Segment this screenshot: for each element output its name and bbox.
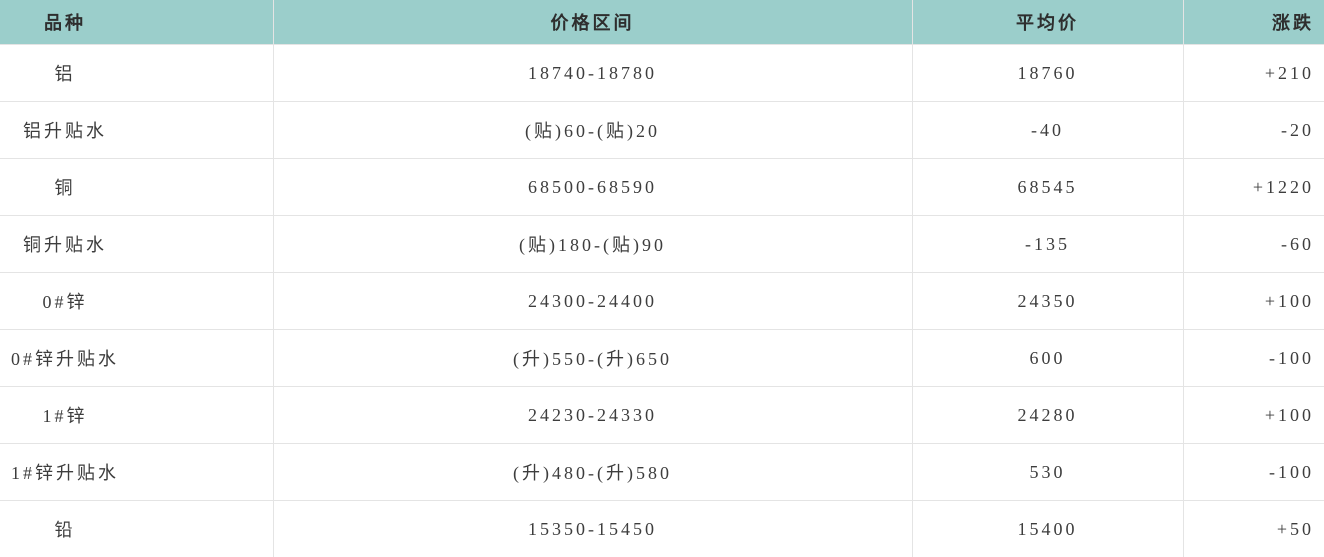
change-cell: -100: [1183, 330, 1324, 387]
change-cell: +100: [1183, 387, 1324, 444]
variety-label: 1#锌: [0, 402, 130, 428]
average-price-cell: -135: [912, 216, 1183, 273]
variety-label: 0#锌: [0, 288, 130, 314]
variety-cell: 铝升贴水: [0, 102, 273, 159]
change-cell: -60: [1183, 216, 1324, 273]
price-range-cell: 24300-24400: [273, 273, 912, 330]
table-row: 铅 15350-15450 15400 +50: [0, 501, 1324, 557]
column-header-average-price: 平均价: [912, 0, 1183, 45]
average-price-cell: 15400: [912, 501, 1183, 557]
price-range-cell: 24230-24330: [273, 387, 912, 444]
column-header-price-range: 价格区间: [273, 0, 912, 45]
price-range-cell: 68500-68590: [273, 159, 912, 216]
variety-label: 铝: [0, 60, 130, 86]
variety-cell: 铝: [0, 45, 273, 102]
change-cell: -100: [1183, 444, 1324, 501]
average-price-cell: 24350: [912, 273, 1183, 330]
table-row: 铜升贴水 (贴)180-(贴)90 -135 -60: [0, 216, 1324, 273]
variety-cell: 1#锌: [0, 387, 273, 444]
variety-cell: 铜: [0, 159, 273, 216]
variety-label: 铜升贴水: [0, 231, 130, 257]
column-header-variety: 品种: [0, 0, 273, 45]
average-price-cell: 600: [912, 330, 1183, 387]
column-header-variety-label: 品种: [0, 9, 130, 35]
average-price-cell: -40: [912, 102, 1183, 159]
price-range-cell: 18740-18780: [273, 45, 912, 102]
header-row: 品种 价格区间 平均价 涨跌: [0, 0, 1324, 45]
change-cell: +100: [1183, 273, 1324, 330]
table-row: 1#锌升贴水 (升)480-(升)580 530 -100: [0, 444, 1324, 501]
table-row: 铝 18740-18780 18760 +210: [0, 45, 1324, 102]
average-price-cell: 530: [912, 444, 1183, 501]
variety-label: 铜: [0, 174, 130, 200]
variety-label: 铅: [0, 516, 130, 542]
price-range-cell: (贴)60-(贴)20: [273, 102, 912, 159]
variety-label: 0#锌升贴水: [0, 345, 130, 371]
change-cell: -20: [1183, 102, 1324, 159]
price-range-cell: (贴)180-(贴)90: [273, 216, 912, 273]
price-range-cell: (升)550-(升)650: [273, 330, 912, 387]
table-row: 1#锌 24230-24330 24280 +100: [0, 387, 1324, 444]
change-cell: +1220: [1183, 159, 1324, 216]
variety-cell: 铜升贴水: [0, 216, 273, 273]
change-cell: +210: [1183, 45, 1324, 102]
price-range-cell: (升)480-(升)580: [273, 444, 912, 501]
average-price-cell: 68545: [912, 159, 1183, 216]
average-price-cell: 18760: [912, 45, 1183, 102]
variety-cell: 铅: [0, 501, 273, 557]
variety-label: 铝升贴水: [0, 117, 130, 143]
table-row: 铜 68500-68590 68545 +1220: [0, 159, 1324, 216]
table-body: 铝 18740-18780 18760 +210 铝升贴水 (贴)60-(贴)2…: [0, 45, 1324, 557]
variety-label: 1#锌升贴水: [0, 459, 130, 485]
change-cell: +50: [1183, 501, 1324, 557]
table-row: 铝升贴水 (贴)60-(贴)20 -40 -20: [0, 102, 1324, 159]
average-price-cell: 24280: [912, 387, 1183, 444]
table-row: 0#锌升贴水 (升)550-(升)650 600 -100: [0, 330, 1324, 387]
column-header-change: 涨跌: [1183, 0, 1324, 45]
variety-cell: 0#锌: [0, 273, 273, 330]
variety-cell: 0#锌升贴水: [0, 330, 273, 387]
price-range-cell: 15350-15450: [273, 501, 912, 557]
variety-cell: 1#锌升贴水: [0, 444, 273, 501]
table-row: 0#锌 24300-24400 24350 +100: [0, 273, 1324, 330]
